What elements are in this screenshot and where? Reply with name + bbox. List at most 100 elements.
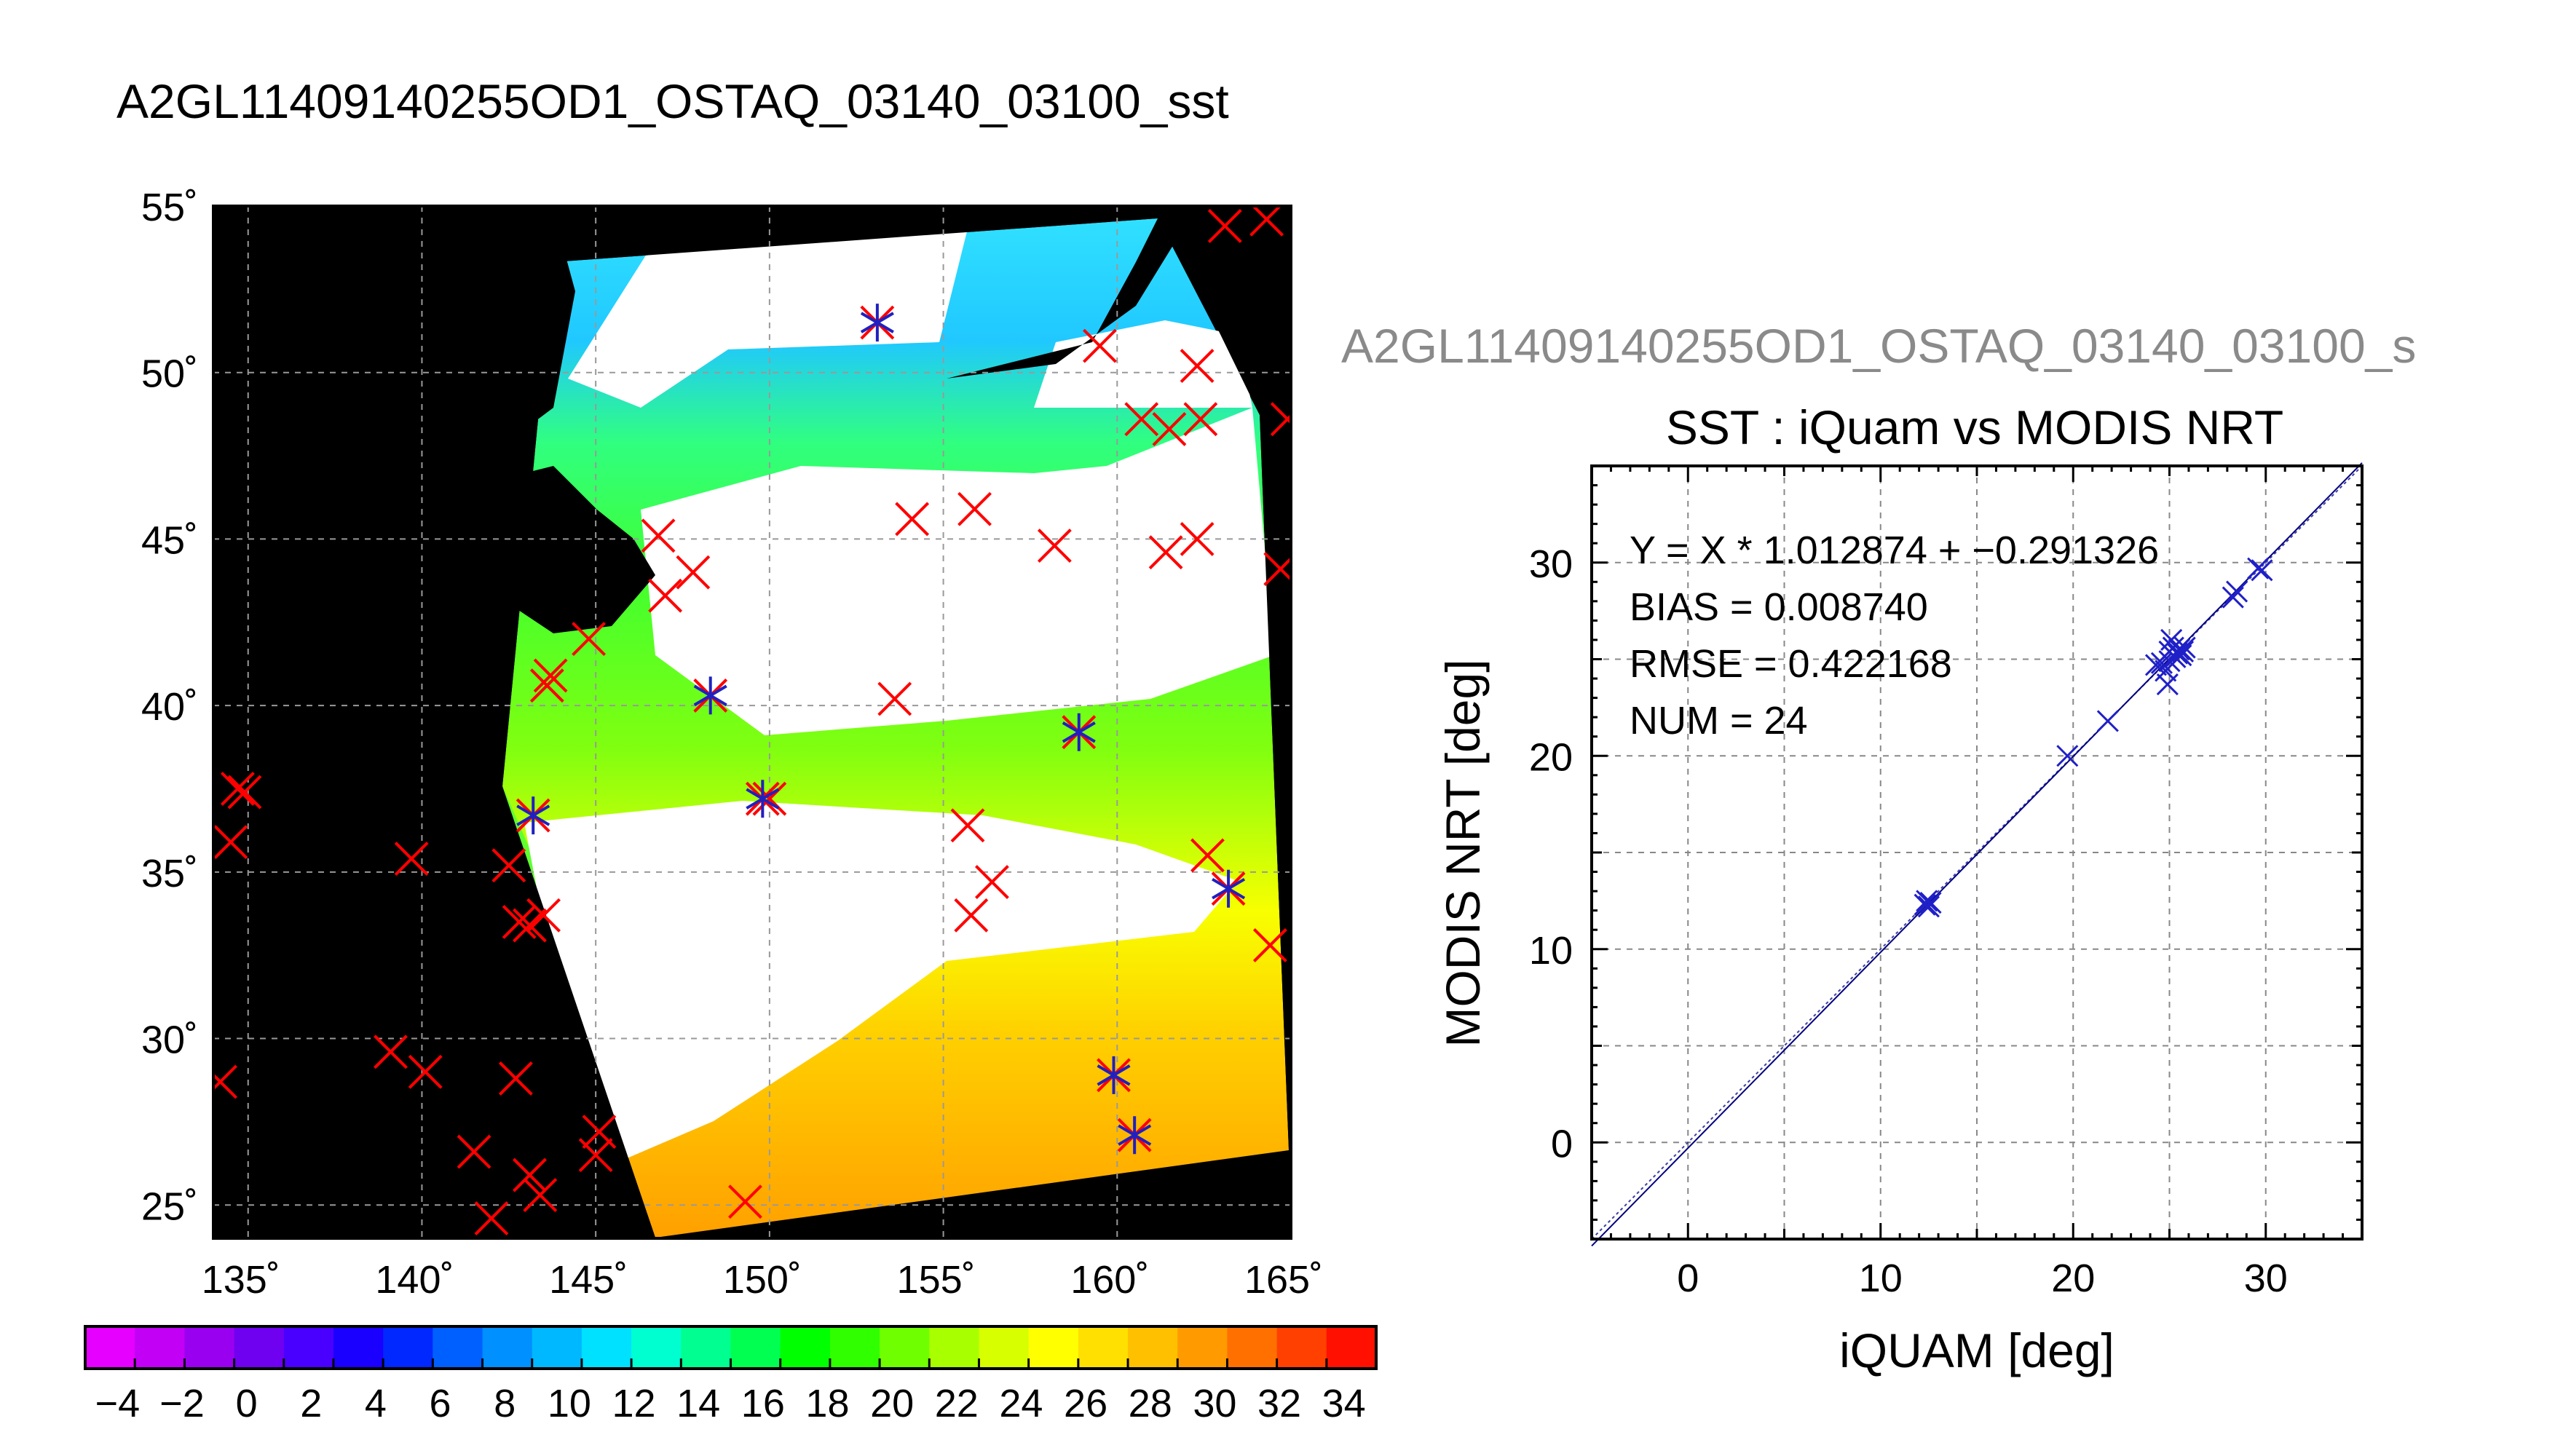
- colorbar-segment: [1177, 1326, 1228, 1369]
- buoy-cross: [513, 1158, 547, 1192]
- lon-tick-label: 160˚: [1070, 1258, 1149, 1302]
- buoy-cross: [502, 905, 537, 939]
- scatter-point: [2096, 710, 2119, 732]
- buoy-cross: [895, 502, 930, 537]
- colorbar-segment: [780, 1326, 831, 1369]
- colorbar-segment: [631, 1326, 682, 1369]
- colorbar-label: 12: [612, 1382, 655, 1425]
- scatter-tick-marks: [1590, 464, 2364, 1241]
- matchup-star: [693, 676, 727, 715]
- colorbar-segment: [482, 1326, 533, 1369]
- buoy-cross: [526, 898, 561, 933]
- buoy-cross: [498, 1061, 533, 1096]
- buoy-cross: [1207, 209, 1242, 243]
- longitude-tick-labels: 135˚ 140˚ 145˚ 150˚ 155˚ 160˚ 165˚: [202, 1258, 1323, 1302]
- buoy-cross: [950, 808, 985, 843]
- buoy-cross: [394, 842, 429, 876]
- scatter-point: [2173, 636, 2196, 659]
- colorbar-segment: [184, 1326, 235, 1369]
- matchup-star: [1097, 1056, 1131, 1094]
- buoy-cross: [408, 1054, 443, 1089]
- scatter-point: [1919, 891, 1942, 914]
- colorbar-segment: [1276, 1326, 1327, 1369]
- colorbar-label: 32: [1257, 1382, 1301, 1425]
- y-tick-label: 0: [1551, 1122, 1573, 1166]
- buoy-cross: [1124, 402, 1159, 437]
- y-tick-label: 30: [1529, 542, 1573, 586]
- buoy-cross: [529, 668, 564, 703]
- x-tick-label: 30: [2244, 1257, 2288, 1300]
- lon-tick-label: 145˚: [549, 1258, 628, 1302]
- buoy-cross: [1083, 328, 1117, 363]
- colorbar-segment: [829, 1326, 880, 1369]
- lon-tick-label: 150˚: [723, 1258, 802, 1302]
- cloud-region: [568, 226, 968, 408]
- scatter-point: [2156, 673, 2179, 696]
- colorbar-label: 0: [236, 1382, 258, 1425]
- overlay-title: A2GL11409140255OD1_OSTAQ_03140_03100_s: [1341, 319, 2416, 373]
- colorbar-label: 24: [999, 1382, 1043, 1425]
- colorbar-segment: [1078, 1326, 1129, 1369]
- chart-title: SST : iQuam vs MODIS NRT: [1666, 400, 2283, 454]
- colorbar-tick-labels: −4 −2 0 2 4 6 8 10 12 14 16 18 20 22 24 26 28 30 32 34: [95, 1382, 1366, 1425]
- colorbar-segment: [581, 1326, 632, 1369]
- colorbar-segment: [234, 1326, 285, 1369]
- colorbar-segment: [1028, 1326, 1079, 1369]
- buoy-cross: [1252, 928, 1287, 962]
- buoy-cross: [676, 555, 711, 590]
- colorbar-label: 10: [548, 1382, 591, 1425]
- colorbar-segment: [85, 1326, 135, 1369]
- scatter-plot: [1590, 462, 2364, 1247]
- colorbar-segment: [730, 1326, 781, 1369]
- buoy-cross: [1180, 349, 1215, 383]
- fit-statistics: Y = X * 1.012874 + −0.291326 BIAS = 0.00…: [1630, 529, 2159, 743]
- colorbar-label: 30: [1193, 1382, 1236, 1425]
- matchup-star: [1118, 1116, 1152, 1155]
- scatter-point: [2150, 652, 2173, 674]
- buoy-cross: [975, 865, 1009, 899]
- buoy-cross: [1183, 402, 1218, 437]
- colorbar-label: 34: [1322, 1382, 1366, 1425]
- buoy-cross: [1270, 402, 1291, 437]
- scatter-point: [1914, 893, 1936, 916]
- buoy-cross: [582, 1115, 617, 1150]
- buoy-cross: [1152, 412, 1187, 446]
- buoy-cross: [1249, 206, 1284, 237]
- buoy-cross: [1180, 522, 1215, 556]
- buoy-cross: [1037, 529, 1072, 563]
- buoy-cross: [523, 1178, 558, 1212]
- scatter-grid: [1592, 466, 2362, 1239]
- buoy-cross: [221, 772, 255, 806]
- buoy-cross: [213, 1064, 237, 1099]
- buoy-cross: [474, 1201, 509, 1235]
- lat-tick-label: 55˚: [141, 186, 198, 229]
- colorbar-label: 6: [430, 1382, 451, 1425]
- x-axis-label: iQUAM [deg]: [1839, 1324, 2114, 1377]
- map-title: A2GL11409140255OD1_OSTAQ_03140_03100_sst: [117, 74, 1229, 128]
- lat-tick-label: 40˚: [141, 685, 198, 729]
- buoy-cross: [572, 622, 607, 657]
- buoy-cross: [648, 578, 683, 613]
- colorbar-label: 28: [1129, 1382, 1172, 1425]
- scatter-point: [2251, 559, 2273, 582]
- scatter-point: [2171, 640, 2195, 662]
- y-axis-label: MODIS NRT [deg]: [1436, 659, 1490, 1047]
- stat-equation: Y = X * 1.012874 + −0.291326: [1630, 529, 2159, 572]
- map-grid: [213, 206, 1291, 1238]
- buoy-cross: [227, 775, 262, 810]
- scatter-point: [2168, 638, 2190, 661]
- buoy-cross: [533, 658, 568, 693]
- buoy-markers: [213, 206, 1291, 1235]
- cloud-region: [641, 408, 1274, 735]
- colorbar-segment: [433, 1326, 483, 1369]
- colorbar-label: 4: [365, 1382, 387, 1425]
- lat-tick-label: 25˚: [141, 1184, 198, 1228]
- colorbar-segment: [333, 1326, 384, 1369]
- buoy-cross: [491, 848, 526, 883]
- no-data-mask: [1158, 206, 1291, 1150]
- buoy-cross: [1148, 535, 1183, 570]
- buoy-cross: [213, 825, 248, 860]
- x-tick-labels: 0 10 20 30: [1677, 1257, 2288, 1300]
- buoy-cross: [954, 898, 989, 933]
